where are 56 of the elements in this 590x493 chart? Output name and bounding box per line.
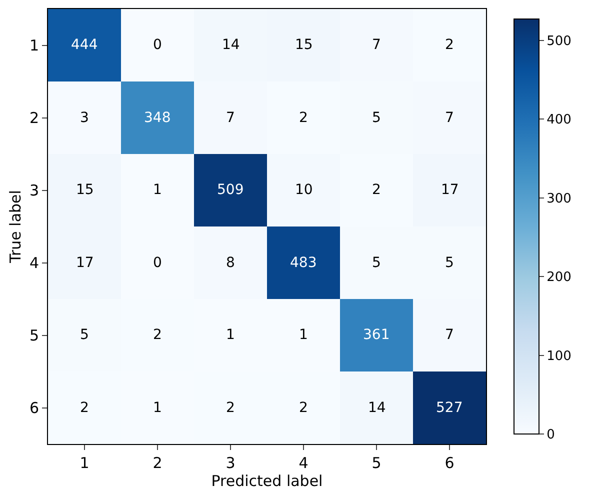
- data-label: 361: [363, 327, 390, 343]
- data-label: 15: [295, 37, 313, 53]
- data-label: 1: [153, 400, 162, 416]
- data-label: 2: [153, 327, 162, 343]
- color-bar-label: 0: [546, 428, 555, 443]
- data-label: 15: [76, 182, 94, 198]
- data-label: 2: [226, 400, 235, 416]
- data-label: 8: [226, 255, 235, 271]
- data-label: 0: [153, 255, 162, 271]
- y-tick-label: 4: [29, 254, 39, 272]
- data-label: 348: [144, 110, 171, 126]
- data-label: 2: [299, 110, 308, 126]
- x-tick-label: 2: [152, 454, 162, 472]
- data-label: 1: [299, 327, 308, 343]
- data-label: 5: [372, 255, 381, 271]
- y-tick-label: 3: [29, 182, 39, 200]
- x-tick-label: 1: [80, 454, 90, 472]
- data-label: 3: [80, 110, 89, 126]
- x-tick-label: 6: [444, 454, 454, 472]
- y-tick-label: 6: [29, 399, 39, 417]
- data-label: 2: [445, 37, 454, 53]
- data-label: 5: [372, 110, 381, 126]
- data-label: 17: [76, 255, 94, 271]
- data-label: 483: [290, 255, 317, 271]
- data-label: 7: [445, 110, 454, 126]
- data-label: 0: [153, 37, 162, 53]
- y-tick-label: 1: [29, 36, 39, 54]
- data-label: 5: [445, 255, 454, 271]
- data-label: 2: [80, 400, 89, 416]
- color-bar-label: 100: [546, 348, 572, 364]
- data-label: 17: [441, 182, 459, 198]
- y-tick-label: 5: [29, 326, 39, 344]
- data-label: 527: [436, 400, 463, 416]
- color-bar-label: 400: [546, 112, 572, 128]
- color-bar-label: 300: [546, 191, 572, 206]
- x-tick-label: 5: [372, 454, 382, 472]
- data-label: 5: [80, 327, 89, 343]
- data-label: 14: [222, 37, 240, 53]
- color-bar-label: 200: [546, 270, 572, 286]
- data-label: 7: [372, 37, 381, 53]
- x-axis-title: Predicted label: [211, 472, 323, 490]
- data-label: 2: [299, 400, 308, 416]
- data-label: 10: [295, 182, 313, 198]
- x-tick-label: 3: [226, 454, 236, 472]
- data-label: 444: [71, 37, 98, 53]
- y-axis-title: True label: [6, 190, 25, 264]
- data-label: 7: [445, 327, 454, 343]
- color-bar-label: 500: [546, 34, 572, 49]
- data-label: 1: [226, 327, 235, 343]
- data-label: 509: [217, 182, 244, 198]
- x-tick-label: 4: [298, 454, 308, 472]
- data-label: 7: [226, 110, 235, 126]
- data-label: 14: [368, 400, 386, 416]
- y-tick-label: 2: [29, 109, 39, 127]
- data-label: 2: [372, 182, 381, 198]
- data-label: 1: [153, 182, 162, 198]
